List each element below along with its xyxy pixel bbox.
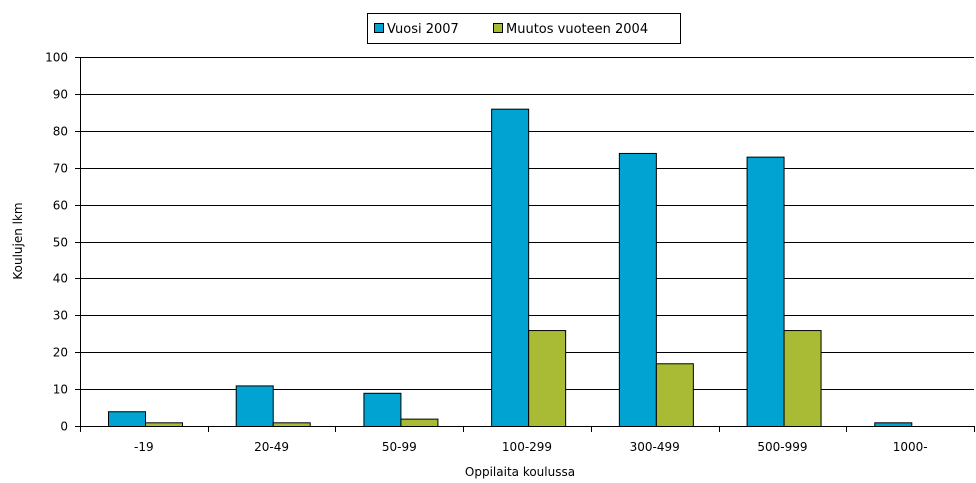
y-tick-label: 60	[53, 199, 68, 213]
x-tick-label: -19	[134, 440, 154, 454]
bar-muutos-2004	[783, 330, 822, 427]
x-tick-label: 100-299	[502, 440, 552, 454]
y-tick-label: 30	[53, 309, 68, 323]
bar-vuosi-2007	[746, 156, 785, 427]
axes	[80, 57, 974, 427]
bar-muutos-2004	[400, 418, 439, 427]
x-tick-label: 50-99	[382, 440, 417, 454]
bar-vuosi-2007	[618, 152, 657, 427]
y-axis-ticks: 0 10 20 30 40 50 60 70 80 90 100	[45, 51, 80, 434]
bar-vuosi-2007	[108, 411, 146, 427]
x-tick-label: 500-999	[757, 440, 807, 454]
x-tick-label: 300-499	[630, 440, 680, 454]
legend: Vuosi 2007 Muutos vuoteen 2004	[367, 13, 681, 44]
bar-muutos-2004	[655, 363, 694, 427]
bar-muutos-2004	[272, 422, 311, 427]
bar-vuosi-2007	[235, 385, 274, 428]
bar-muutos-2004	[528, 330, 567, 427]
bar-vuosi-2007	[874, 422, 913, 427]
x-axis-ticks: -19 20-49 50-99 100-299 300-499 500-999 1000-	[80, 426, 975, 454]
x-tick-label: 20-49	[254, 440, 289, 454]
y-axis-title: Koulujen lkm	[11, 202, 25, 279]
legend-label: Muutos vuoteen 2004	[506, 22, 648, 37]
bar-vuosi-2007	[363, 392, 402, 428]
gridlines	[80, 57, 974, 390]
y-tick-label: 90	[53, 88, 68, 102]
legend-label: Vuosi 2007	[387, 22, 459, 37]
legend-swatch	[493, 23, 503, 33]
legend-swatch	[374, 23, 384, 33]
y-tick-label: 70	[53, 162, 68, 176]
y-tick-label: 10	[53, 383, 68, 397]
y-tick-label: 80	[53, 125, 68, 139]
x-tick-label: 1000-	[893, 440, 928, 454]
y-tick-label: 20	[53, 346, 68, 360]
bars	[108, 108, 913, 428]
legend-box	[367, 13, 681, 44]
y-tick-label: 100	[45, 51, 68, 65]
y-tick-label: 50	[53, 236, 68, 250]
x-axis-title: Oppilaita koulussa	[465, 465, 575, 479]
y-tick-label: 0	[60, 420, 68, 434]
bar-muutos-2004	[145, 422, 183, 427]
y-tick-label: 40	[53, 272, 68, 286]
bar-vuosi-2007	[491, 108, 530, 427]
